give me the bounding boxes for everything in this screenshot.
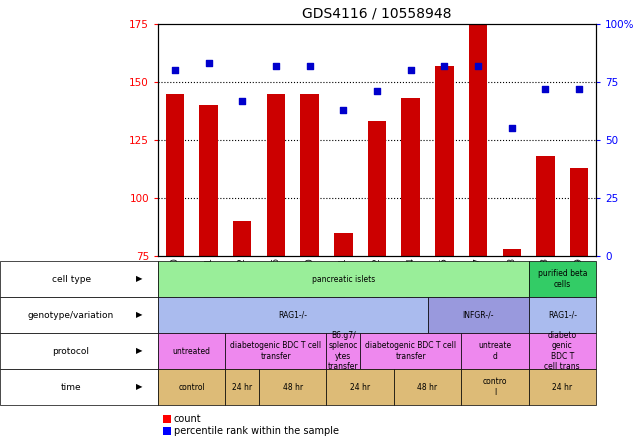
Bar: [199, 105, 218, 256]
Text: untreated: untreated: [173, 346, 211, 356]
Bar: [570, 168, 588, 256]
Bar: [0, 261, 158, 297]
Bar: [158, 333, 225, 369]
Bar: [165, 94, 184, 256]
Bar: [326, 369, 394, 405]
Point: [338, 106, 349, 113]
Text: 24 hr: 24 hr: [552, 382, 572, 392]
Text: control: control: [178, 382, 205, 392]
Bar: [461, 333, 529, 369]
Point: [541, 85, 551, 92]
Bar: [427, 297, 529, 333]
Bar: [0, 297, 158, 333]
Text: protocol: protocol: [53, 346, 90, 356]
Bar: [435, 66, 453, 256]
Text: pancreatic islets: pancreatic islets: [312, 274, 375, 284]
Text: INFGR-/-: INFGR-/-: [462, 310, 494, 320]
Text: 48 hr: 48 hr: [417, 382, 438, 392]
Text: ▶: ▶: [136, 274, 142, 284]
Text: purified beta
cells: purified beta cells: [537, 270, 587, 289]
Bar: [233, 221, 251, 256]
Text: diabetogenic BDC T cell
transfer: diabetogenic BDC T cell transfer: [230, 341, 321, 361]
Bar: [0, 333, 158, 369]
Bar: [368, 122, 386, 256]
Bar: [529, 333, 596, 369]
Bar: [158, 261, 529, 297]
Bar: [529, 369, 596, 405]
Text: ▶: ▶: [136, 382, 142, 392]
Point: [271, 62, 281, 69]
Bar: [502, 249, 521, 256]
Point: [305, 62, 315, 69]
Bar: [300, 94, 319, 256]
Text: 48 hr: 48 hr: [283, 382, 303, 392]
Text: time: time: [61, 382, 81, 392]
Bar: [158, 297, 427, 333]
Text: cell type: cell type: [52, 274, 91, 284]
Bar: [163, 427, 171, 435]
Text: 24 hr: 24 hr: [350, 382, 370, 392]
Bar: [529, 297, 596, 333]
Text: untreate
d: untreate d: [478, 341, 511, 361]
Text: ▶: ▶: [136, 310, 142, 320]
Bar: [225, 333, 326, 369]
Bar: [259, 369, 326, 405]
Point: [439, 62, 450, 69]
Point: [406, 67, 416, 74]
Bar: [461, 369, 529, 405]
Point: [170, 67, 180, 74]
Bar: [225, 369, 259, 405]
Bar: [536, 156, 555, 256]
Bar: [0, 369, 158, 405]
Point: [204, 60, 214, 67]
Text: genotype/variation: genotype/variation: [28, 310, 114, 320]
Bar: [401, 98, 420, 256]
Text: count: count: [174, 414, 202, 424]
Bar: [360, 333, 461, 369]
Point: [237, 97, 247, 104]
Text: diabeto
genic
BDC T
cell trans: diabeto genic BDC T cell trans: [544, 331, 580, 371]
Title: GDS4116 / 10558948: GDS4116 / 10558948: [302, 6, 452, 20]
Bar: [334, 233, 352, 256]
Point: [372, 88, 382, 95]
Text: percentile rank within the sample: percentile rank within the sample: [174, 426, 339, 436]
Bar: [394, 369, 461, 405]
Text: diabetogenic BDC T cell
transfer: diabetogenic BDC T cell transfer: [365, 341, 456, 361]
Bar: [529, 261, 596, 297]
Bar: [326, 333, 360, 369]
Point: [473, 62, 483, 69]
Point: [574, 85, 584, 92]
Bar: [469, 24, 487, 256]
Text: contro
l: contro l: [483, 377, 507, 396]
Bar: [266, 94, 285, 256]
Text: ▶: ▶: [136, 346, 142, 356]
Bar: [158, 369, 225, 405]
Bar: [163, 415, 171, 423]
Text: B6.g7/
splenoc
ytes
transfer: B6.g7/ splenoc ytes transfer: [328, 331, 359, 371]
Text: 24 hr: 24 hr: [232, 382, 252, 392]
Text: RAG1-/-: RAG1-/-: [548, 310, 577, 320]
Text: RAG1-/-: RAG1-/-: [279, 310, 307, 320]
Point: [507, 125, 517, 132]
